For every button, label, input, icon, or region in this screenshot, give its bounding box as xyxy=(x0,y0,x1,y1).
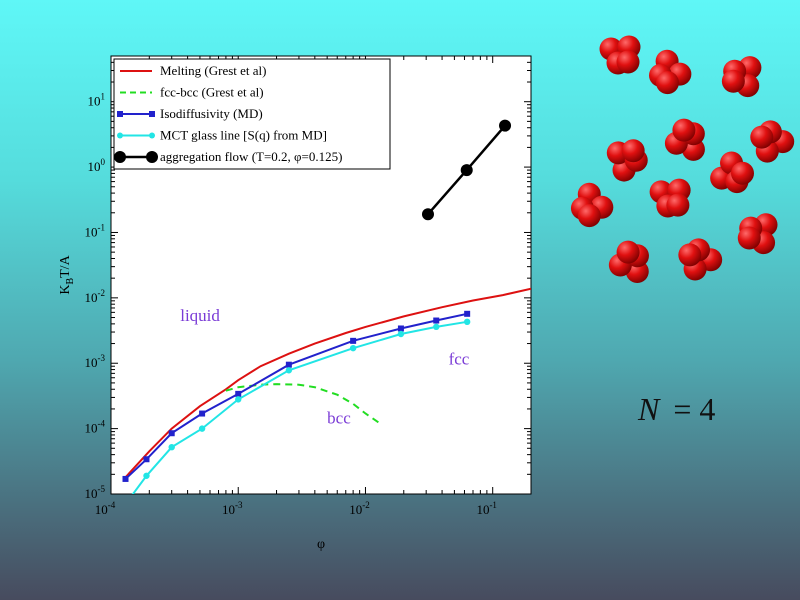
series-3-point xyxy=(143,472,150,479)
cluster xyxy=(737,213,778,255)
particle xyxy=(678,243,702,267)
y-tick-label: 10-4 xyxy=(85,419,106,436)
axis-ticks: 10-4 10-3 10-2 10-110-510-410-310-210-11001… xyxy=(85,55,532,517)
series-3-point xyxy=(463,318,471,326)
series-4-point xyxy=(460,164,473,177)
x-tick-label: 10-3 xyxy=(222,500,243,517)
series-line-1 xyxy=(225,383,381,425)
series-2-point xyxy=(285,361,292,368)
region-label-fcc: fcc xyxy=(449,350,470,369)
n-equation-lhs: N xyxy=(637,391,661,427)
series-line-2 xyxy=(124,312,468,480)
particle xyxy=(737,226,761,250)
series-2-point xyxy=(168,430,175,437)
series-2-point xyxy=(350,337,357,344)
y-tick-label: 101 xyxy=(88,92,106,109)
particle xyxy=(730,161,754,185)
series-3-point xyxy=(349,344,357,352)
legend-box xyxy=(113,58,391,170)
legend-marker xyxy=(149,132,155,139)
particle xyxy=(666,193,690,217)
legend-label-3: MCT glass line [S(q) from MD] xyxy=(160,128,327,143)
legend-marker xyxy=(117,111,123,117)
y-tick-label: 10-1 xyxy=(85,222,106,239)
series-2-point xyxy=(433,317,440,324)
cluster xyxy=(599,35,641,75)
region-label-liquid: liquid xyxy=(180,306,220,325)
legend-marker xyxy=(149,111,155,117)
x-tick-label: 10-2 xyxy=(349,500,370,517)
particle xyxy=(655,71,679,95)
series-3-point xyxy=(198,425,206,432)
cluster xyxy=(664,118,705,161)
x-tick-label: 10-1 xyxy=(476,500,497,517)
y-tick-label: 10-3 xyxy=(85,353,106,370)
series-2-point xyxy=(397,325,404,332)
x-axis-title: φ xyxy=(317,537,325,552)
cluster xyxy=(721,56,762,98)
particle xyxy=(616,50,640,74)
y-axis-title: KBT/A xyxy=(58,254,76,294)
cluster xyxy=(750,120,795,163)
series-line-0 xyxy=(124,287,531,478)
svg-text:KBT/A: KBT/A xyxy=(58,254,76,294)
legend-label-0: Melting (Grest et al) xyxy=(160,63,267,78)
series-2-point xyxy=(199,410,206,417)
series-3-point xyxy=(235,396,242,403)
annotation-layer: liquid fcc bcc xyxy=(180,306,470,427)
cluster xyxy=(606,139,648,182)
series-3-point xyxy=(397,330,405,338)
series-2-point xyxy=(464,310,471,317)
series-3-point xyxy=(168,443,175,451)
series-layer xyxy=(122,119,531,507)
n-equation: N = 4 xyxy=(637,391,715,427)
y-tick-label: 10-2 xyxy=(85,288,106,305)
series-3-point xyxy=(433,323,440,331)
y-tick-label: 10-5 xyxy=(85,484,106,501)
region-label-bcc: bcc xyxy=(327,408,351,427)
cluster xyxy=(678,238,723,281)
cluster-illustration xyxy=(570,35,795,283)
particle xyxy=(672,118,696,142)
series-2-point xyxy=(143,456,150,463)
x-tick-label: 10-4 xyxy=(95,500,116,517)
legend-marker xyxy=(117,132,123,139)
particle xyxy=(616,240,640,264)
series-3-point xyxy=(285,367,293,374)
series-4-point xyxy=(421,208,434,221)
particle xyxy=(721,69,745,93)
y-tick-label: 100 xyxy=(88,157,106,174)
series-2-point xyxy=(122,475,129,482)
legend-marker xyxy=(114,151,126,163)
series-4-point xyxy=(499,119,512,132)
legend: Melting (Grest et al) fcc-bcc (Grest et a… xyxy=(113,58,391,170)
legend-label-1: fcc-bcc (Grest et al) xyxy=(160,85,264,100)
legend-label-2: Isodiffusivity (MD) xyxy=(160,106,263,121)
particle xyxy=(621,139,645,163)
legend-label-4: aggregation flow (T=0.2, φ=0.125) xyxy=(160,149,342,164)
cluster xyxy=(649,178,691,218)
series-2-point xyxy=(235,390,242,397)
n-equation-rhs: = 4 xyxy=(673,391,715,427)
cluster xyxy=(608,240,649,283)
series-line-3 xyxy=(131,320,468,494)
legend-marker xyxy=(146,151,158,163)
particle xyxy=(577,204,601,228)
particle xyxy=(750,125,774,149)
cluster xyxy=(648,49,692,95)
cluster xyxy=(570,182,614,228)
cluster xyxy=(710,151,754,194)
series-3-point xyxy=(122,501,128,507)
